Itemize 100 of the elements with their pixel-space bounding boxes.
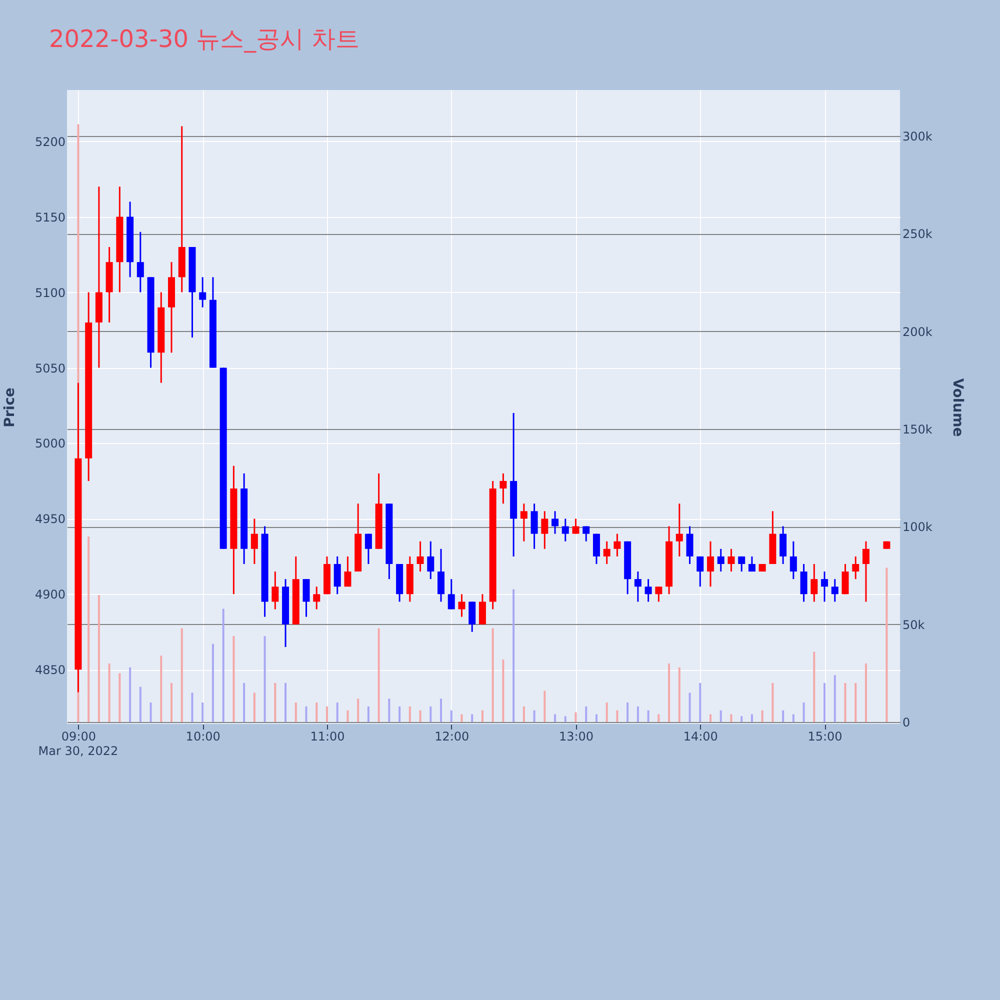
bar bbox=[782, 710, 784, 722]
bar bbox=[316, 702, 318, 722]
bar bbox=[595, 714, 598, 722]
text: Mar 30, 2022 bbox=[38, 744, 118, 758]
bar bbox=[294, 702, 297, 722]
y-tick-label: 4850 bbox=[34, 663, 66, 678]
candlestick bbox=[478, 593, 486, 626]
bar bbox=[98, 595, 100, 722]
y2-tick-label: 100k bbox=[902, 520, 932, 534]
bar bbox=[834, 675, 836, 722]
y-tick-label: 5150 bbox=[34, 210, 66, 224]
bar bbox=[792, 714, 794, 722]
candlestick bbox=[364, 533, 372, 565]
bar bbox=[408, 706, 411, 722]
chart-title: 2022-03-30 뉴스_공시 차트 bbox=[49, 25, 360, 53]
y2-axis-title: Volume bbox=[949, 378, 966, 437]
x-tick-label: 13:00 bbox=[558, 730, 594, 744]
bar bbox=[688, 692, 691, 722]
candlestick bbox=[686, 526, 694, 565]
y-axis-title: Price bbox=[2, 388, 18, 428]
bar bbox=[720, 710, 722, 722]
bar bbox=[512, 589, 515, 722]
candlestick bbox=[416, 540, 424, 572]
bar bbox=[740, 716, 743, 722]
y2-tick-label: 200k bbox=[902, 324, 932, 339]
candlestick bbox=[500, 472, 507, 504]
bar bbox=[886, 568, 888, 722]
candlestick bbox=[810, 563, 818, 602]
bar bbox=[129, 667, 132, 722]
candlestick bbox=[468, 600, 476, 633]
bar bbox=[544, 690, 546, 722]
bar bbox=[357, 698, 360, 722]
bar bbox=[574, 712, 577, 722]
bar bbox=[430, 706, 432, 722]
x-tick-label: 14:00 bbox=[683, 730, 718, 744]
candlestick bbox=[572, 518, 580, 535]
bar bbox=[253, 692, 256, 722]
y2-tick-label: 250k bbox=[902, 227, 932, 242]
bar bbox=[460, 714, 463, 722]
bar bbox=[139, 686, 142, 722]
bar bbox=[502, 660, 504, 722]
x-tick-label: 10:00 bbox=[186, 730, 220, 744]
y-tick-label: 5200 bbox=[34, 134, 66, 149]
bar bbox=[346, 710, 349, 722]
bar bbox=[180, 628, 183, 722]
bar bbox=[419, 710, 422, 722]
x-tick-label: 12:00 bbox=[434, 730, 470, 744]
candlestick bbox=[344, 556, 352, 588]
bar bbox=[118, 673, 121, 722]
y2-tick-label: 300k bbox=[902, 129, 932, 144]
y-tick-label: 5100 bbox=[34, 286, 66, 300]
bar bbox=[326, 706, 328, 722]
y2-tick-label: 50k bbox=[902, 618, 925, 632]
bar bbox=[398, 706, 401, 722]
candlestick bbox=[728, 548, 735, 572]
bar bbox=[88, 536, 90, 722]
bar bbox=[440, 698, 442, 722]
candlestick bbox=[738, 556, 746, 572]
bar bbox=[626, 702, 629, 722]
candlestick bbox=[313, 586, 320, 610]
bar bbox=[636, 706, 639, 722]
y-tick-label: 5050 bbox=[34, 361, 66, 376]
candlestick bbox=[199, 276, 206, 308]
bar bbox=[802, 702, 805, 722]
bar bbox=[243, 682, 246, 722]
candlestick bbox=[644, 578, 652, 602]
bar bbox=[378, 628, 380, 722]
candlestick bbox=[634, 570, 642, 602]
candlestick bbox=[582, 526, 590, 542]
candlestick bbox=[780, 526, 787, 565]
bar bbox=[191, 692, 194, 722]
candlestick bbox=[302, 578, 310, 618]
bar bbox=[232, 636, 235, 722]
bar bbox=[616, 710, 618, 722]
candlestick bbox=[800, 563, 808, 602]
bar bbox=[367, 706, 370, 722]
bar bbox=[658, 714, 660, 722]
candlestick bbox=[272, 570, 279, 610]
y-tick-label: 4950 bbox=[34, 512, 66, 526]
bar bbox=[150, 702, 152, 722]
bar bbox=[854, 682, 857, 722]
bar bbox=[564, 716, 566, 722]
bar bbox=[522, 706, 525, 722]
bar bbox=[471, 714, 474, 722]
bar bbox=[761, 710, 764, 722]
bar bbox=[305, 706, 308, 722]
candlestick bbox=[717, 548, 724, 572]
bar bbox=[160, 656, 162, 722]
x-tick-label: 09:00 bbox=[61, 730, 96, 744]
y-tick-label: 4900 bbox=[34, 588, 66, 602]
bar bbox=[730, 714, 732, 722]
bar bbox=[772, 682, 774, 722]
y2-tick-label: 0 bbox=[902, 716, 910, 730]
x-tick-label: 11:00 bbox=[310, 730, 345, 744]
candlestick bbox=[530, 502, 538, 550]
bar bbox=[710, 714, 712, 722]
bar bbox=[606, 702, 608, 722]
bar bbox=[647, 710, 650, 722]
candlestick bbox=[696, 556, 704, 588]
bar bbox=[864, 663, 867, 722]
